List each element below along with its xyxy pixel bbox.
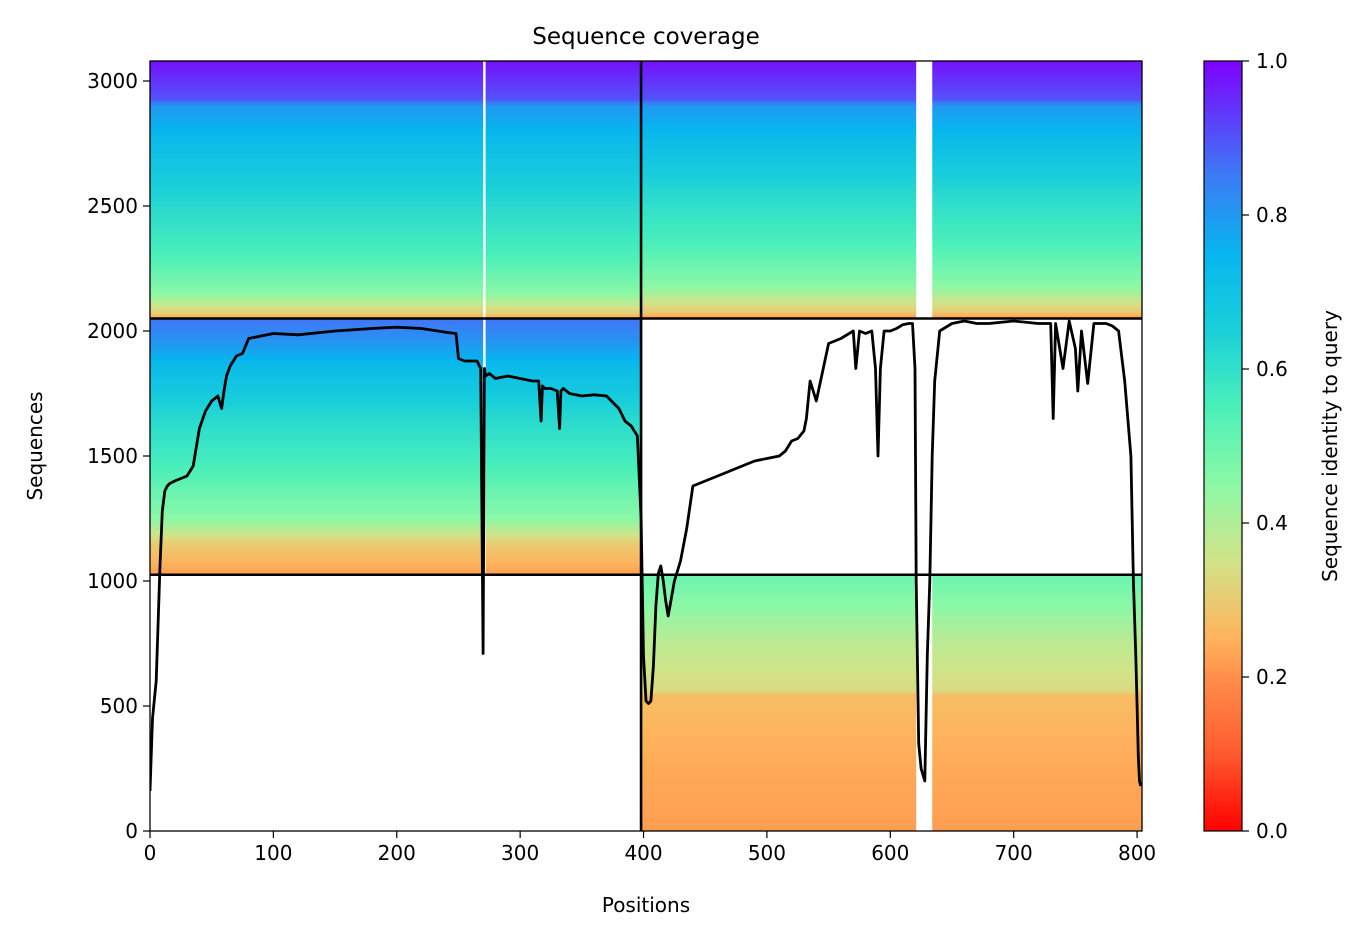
x-tick-label: 100 [254,841,292,865]
colorbar-tick-label: 0.2 [1256,665,1288,689]
x-tick-label: 500 [748,841,786,865]
x-axis-label: Positions [602,893,690,917]
colorbar [1203,60,1243,832]
x-axis-ticks: 0 100 200 300 400 500 600 700 800 [144,831,1156,865]
coverage-heatmap [150,61,1142,831]
coverage-gap-1 [483,61,486,319]
coverage-block-4 [641,574,1142,831]
y-tick-label: 1500 [87,444,138,468]
domain-dividers [150,61,1142,831]
coverage-line-layer [150,319,1142,792]
x-tick-label: 800 [1118,841,1156,865]
colorbar-tick-label: 0.6 [1256,357,1288,381]
chart-title: Sequence coverage [532,24,760,50]
coverage-block-1 [150,61,642,320]
x-tick-label: 600 [871,841,909,865]
colorbar-tick-label: 0.4 [1256,511,1288,535]
y-tick-label: 2000 [87,319,138,343]
x-tick-label: 700 [995,841,1033,865]
colorbar-ticks: 0.0 0.2 0.4 0.6 0.8 1.0 [1242,49,1288,843]
colorbar-tick-label: 0.0 [1256,819,1288,843]
y-tick-label: 500 [100,694,138,718]
colorbar-label: Sequence identity to query [1318,310,1342,582]
y-tick-label: 0 [125,819,138,843]
y-tick-label: 1000 [87,569,138,593]
coverage-line [150,319,1142,792]
colorbar-tick-label: 1.0 [1256,49,1288,73]
coverage-block-3 [150,318,642,576]
colorbar-tick-label: 0.8 [1256,203,1288,227]
x-tick-label: 0 [144,841,157,865]
coverage-gap-1 [916,61,933,319]
plot-frame [149,60,1143,832]
x-tick-label: 400 [624,841,662,865]
x-tick-label: 200 [378,841,416,865]
y-tick-label: 3000 [87,69,138,93]
coverage-block-2 [641,61,1142,320]
y-tick-label: 2500 [87,194,138,218]
y-axis-label: Sequences [23,391,47,500]
x-tick-label: 300 [501,841,539,865]
y-axis-ticks: 0 500 1000 1500 2000 2500 3000 [87,69,150,843]
